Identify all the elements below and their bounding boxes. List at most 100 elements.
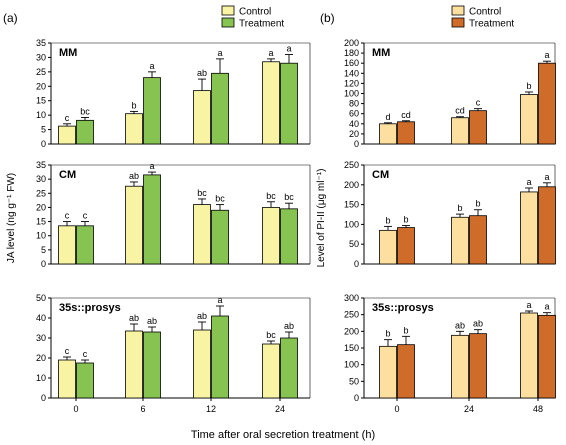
bar-treatment bbox=[76, 225, 94, 265]
y-tick-label: 35 bbox=[36, 38, 46, 48]
x-tick-label: 0 bbox=[73, 404, 78, 414]
subplot-title: CM bbox=[59, 169, 76, 181]
y-tick-label: 0 bbox=[354, 139, 359, 149]
panel-label: (b) bbox=[320, 11, 335, 25]
y-tick-label: 20 bbox=[36, 202, 46, 212]
y-tick-label: 200 bbox=[344, 38, 359, 48]
bar-control bbox=[451, 117, 469, 145]
significance-letter: ab bbox=[197, 68, 207, 78]
significance-letter: c bbox=[476, 98, 481, 108]
y-tick-label: 100 bbox=[344, 360, 359, 370]
y-tick-label: 50 bbox=[36, 293, 46, 303]
subplot-title: MM bbox=[59, 47, 77, 59]
bar-treatment bbox=[143, 174, 161, 265]
significance-letter: a bbox=[217, 48, 222, 58]
legend-label-treatment: Treatment bbox=[239, 19, 284, 30]
significance-letter: b bbox=[385, 215, 390, 225]
y-tick-label: 60 bbox=[349, 109, 359, 119]
y-tick-label: 30 bbox=[36, 333, 46, 343]
x-tick-label: 48 bbox=[533, 404, 543, 414]
y-tick-label: 10 bbox=[36, 373, 46, 383]
bar-treatment bbox=[211, 315, 229, 399]
bar-control bbox=[58, 359, 76, 399]
significance-letter: ab bbox=[473, 319, 483, 329]
y-tick-label: 120 bbox=[344, 78, 359, 88]
subplot-title: CM bbox=[372, 169, 389, 181]
y-tick-label: 0 bbox=[354, 393, 359, 403]
bar-treatment bbox=[538, 314, 556, 399]
y-tick-label: 30 bbox=[36, 52, 46, 62]
significance-letter: c bbox=[65, 346, 70, 356]
significance-letter: b bbox=[403, 215, 408, 225]
y-tick-label: 25 bbox=[36, 67, 46, 77]
bar-treatment bbox=[211, 209, 229, 265]
legend-swatch-treatment bbox=[451, 17, 465, 28]
subplot-title: MM bbox=[372, 47, 390, 59]
significance-letter: bc bbox=[284, 192, 294, 202]
bar-treatment bbox=[280, 62, 298, 145]
y-tick-label: 250 bbox=[344, 160, 359, 170]
x-tick-label: 0 bbox=[394, 404, 399, 414]
subplot-title: 35s::prosys bbox=[372, 302, 434, 314]
x-axis-label: Time after oral secretion treatment (h) bbox=[191, 429, 375, 441]
bar-control bbox=[262, 61, 280, 145]
significance-letter: bc bbox=[80, 106, 90, 116]
significance-letter: a bbox=[544, 50, 549, 60]
bar-control bbox=[58, 125, 76, 145]
bar-treatment bbox=[280, 208, 298, 265]
y-tick-label: 40 bbox=[36, 313, 46, 323]
bar-control bbox=[520, 312, 538, 399]
significance-letter: a bbox=[149, 161, 154, 171]
bar-control bbox=[379, 345, 397, 399]
bar-control bbox=[125, 185, 143, 265]
bar-treatment bbox=[143, 77, 161, 145]
significance-letter: b bbox=[403, 325, 408, 335]
y-tick-label: 25 bbox=[36, 188, 46, 198]
significance-letter: cd bbox=[401, 110, 411, 120]
significance-letter: bc bbox=[215, 194, 225, 204]
y-tick-label: 200 bbox=[344, 326, 359, 336]
bar-control bbox=[520, 94, 538, 145]
subplot-cm: 0 50 100 150 200 250 CM b b a b b a bbox=[344, 160, 556, 269]
y-tick-label: 35 bbox=[36, 160, 46, 170]
y-tick-label: 40 bbox=[349, 119, 359, 129]
bar-control bbox=[262, 207, 280, 265]
significance-letter: bc bbox=[197, 188, 207, 198]
significance-letter: a bbox=[526, 177, 531, 187]
bar-treatment bbox=[76, 119, 94, 145]
significance-letter: ab bbox=[129, 171, 139, 181]
bar-treatment bbox=[469, 110, 487, 145]
significance-letter: c bbox=[65, 211, 70, 221]
bar-treatment bbox=[469, 215, 487, 265]
y-tick-label: 30 bbox=[36, 174, 46, 184]
x-tick-label: 12 bbox=[206, 404, 216, 414]
y-tick-label: 15 bbox=[36, 217, 46, 227]
x-tick-label: 6 bbox=[140, 404, 145, 414]
significance-letter: b bbox=[475, 199, 480, 209]
legend-label-treatment: Treatment bbox=[469, 19, 514, 30]
significance-letter: a bbox=[526, 300, 531, 310]
bar-treatment bbox=[397, 121, 415, 145]
y-tick-label: 0 bbox=[41, 393, 46, 403]
panel-label: (a) bbox=[3, 11, 18, 25]
bar-control bbox=[520, 191, 538, 265]
bar-control bbox=[451, 334, 469, 399]
bar-control bbox=[379, 123, 397, 145]
y-tick-label: 5 bbox=[41, 125, 46, 135]
y-tick-label: 150 bbox=[344, 343, 359, 353]
y-tick-label: 250 bbox=[344, 310, 359, 320]
y-tick-label: 10 bbox=[36, 110, 46, 120]
subplot-title: 35s::prosys bbox=[59, 302, 121, 314]
bar-treatment bbox=[538, 186, 556, 265]
y-tick-label: 160 bbox=[344, 58, 359, 68]
significance-letter: bc bbox=[266, 330, 276, 340]
significance-letter: ab bbox=[147, 316, 157, 326]
bar-treatment bbox=[397, 227, 415, 265]
y-tick-label: 10 bbox=[36, 231, 46, 241]
y-tick-label: 300 bbox=[344, 293, 359, 303]
y-tick-label: 0 bbox=[41, 139, 46, 149]
x-tick-label: 24 bbox=[275, 404, 285, 414]
